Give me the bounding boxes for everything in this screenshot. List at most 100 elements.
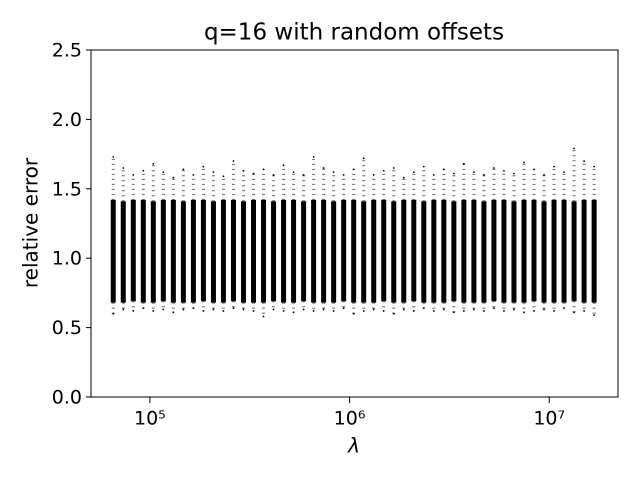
max-point: [593, 165, 596, 168]
max-point: [352, 168, 355, 171]
min-point: [513, 308, 515, 311]
min-point: [252, 310, 255, 312]
max-point: [312, 155, 315, 158]
min-point: [543, 308, 545, 311]
max-point: [573, 147, 575, 150]
dense-band: [491, 199, 497, 302]
max-point: [462, 162, 465, 165]
dense-band: [120, 201, 126, 303]
dense-band: [271, 201, 277, 302]
min-point: [182, 308, 185, 311]
dense-band: [561, 199, 567, 303]
max-point: [472, 171, 475, 174]
max-point: [483, 174, 485, 176]
min-point: [122, 308, 125, 311]
dense-band: [210, 201, 216, 303]
max-point: [202, 165, 205, 168]
min-point: [553, 310, 555, 312]
max-point: [563, 171, 565, 174]
min-point: [462, 310, 465, 312]
dense-band: [160, 199, 166, 302]
min-point: [392, 312, 395, 315]
dense-band: [501, 199, 507, 303]
max-point: [553, 165, 555, 168]
min-point: [142, 307, 145, 310]
dense-band: [190, 199, 196, 303]
x-tick-label: 10⁵: [134, 408, 166, 430]
max-point: [342, 174, 345, 176]
dense-band: [391, 201, 397, 303]
min-point: [452, 311, 455, 314]
min-point: [573, 311, 575, 314]
max-point: [232, 160, 235, 162]
max-point: [212, 171, 215, 174]
min-point: [302, 308, 305, 311]
max-point: [362, 157, 365, 160]
dense-band: [251, 199, 257, 303]
min-point: [212, 308, 215, 311]
min-point: [503, 310, 505, 312]
max-point: [142, 169, 145, 172]
max-point: [372, 174, 375, 176]
min-point: [242, 308, 245, 311]
dense-band: [311, 199, 317, 303]
max-point: [412, 171, 415, 174]
min-point: [292, 311, 295, 314]
dense-band: [411, 199, 417, 302]
dense-band: [481, 201, 487, 303]
dense-band: [180, 201, 186, 303]
dense-band: [150, 201, 156, 303]
dense-band: [541, 201, 547, 303]
dense-band: [381, 199, 387, 302]
dense-band: [351, 199, 357, 303]
max-point: [392, 167, 395, 169]
min-point: [322, 308, 325, 311]
x-tick-label: 10⁷: [533, 408, 565, 430]
max-point: [513, 172, 515, 175]
min-point: [563, 307, 565, 310]
max-point: [132, 174, 135, 176]
max-point: [152, 162, 155, 165]
dense-band: [361, 201, 367, 303]
dense-band: [591, 199, 597, 303]
max-point: [272, 174, 275, 176]
max-point: [252, 172, 255, 175]
dense-band: [321, 199, 327, 303]
dense-band: [130, 199, 136, 302]
dense-band: [200, 199, 206, 302]
y-tick-label: 2.0: [52, 109, 82, 131]
min-point: [262, 315, 265, 318]
min-point: [282, 310, 285, 312]
min-point: [382, 310, 385, 312]
dense-band: [471, 199, 477, 303]
min-point: [362, 310, 365, 312]
dense-band: [441, 199, 447, 303]
min-point: [593, 314, 596, 317]
min-point: [192, 307, 195, 310]
min-point: [533, 310, 535, 312]
dense-band: [301, 201, 307, 302]
dense-band: [571, 201, 577, 302]
chart-title: q=16 with random offsets: [204, 20, 504, 46]
dense-band: [261, 199, 267, 303]
dense-band: [421, 201, 427, 303]
dense-band: [581, 199, 587, 303]
max-point: [382, 169, 385, 172]
dense-band: [140, 199, 146, 303]
min-point: [372, 308, 375, 311]
y-tick-label: 0.0: [52, 387, 82, 409]
max-point: [192, 174, 195, 176]
y-tick-label: 2.5: [52, 40, 82, 62]
min-point: [332, 310, 335, 312]
max-point: [172, 176, 175, 179]
min-point: [202, 310, 205, 312]
max-point: [523, 161, 525, 164]
x-axis-label: λ: [347, 434, 360, 458]
dense-band: [291, 199, 297, 303]
y-tick-label: 1.5: [52, 178, 82, 200]
max-point: [583, 160, 585, 162]
dense-band: [240, 201, 246, 303]
max-point: [122, 167, 125, 169]
max-point: [442, 168, 445, 171]
